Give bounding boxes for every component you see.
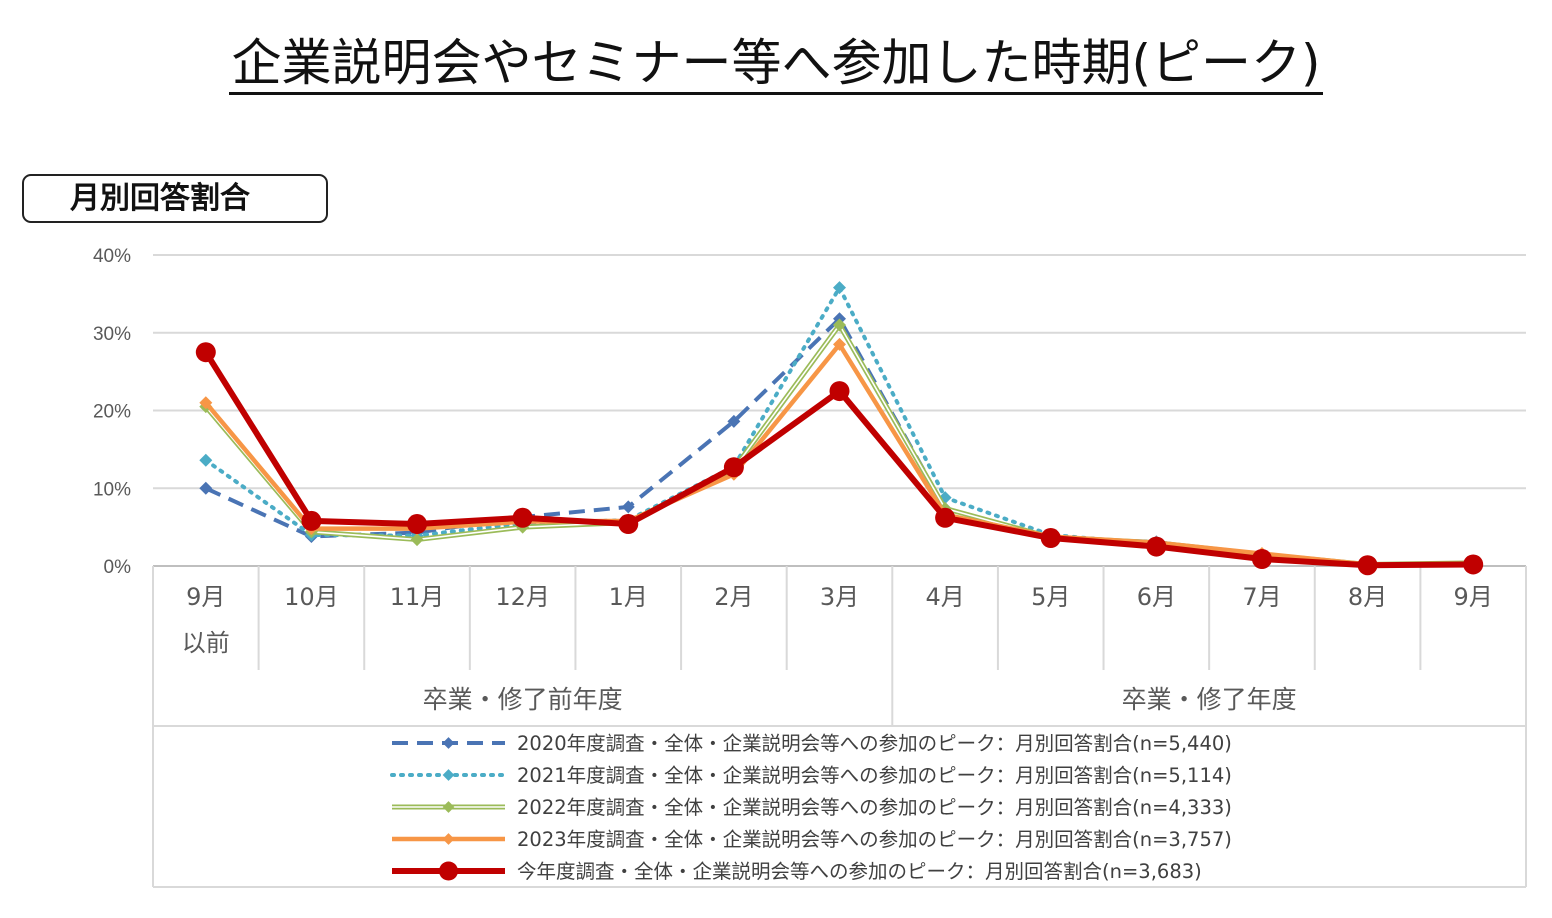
series (195, 342, 1484, 576)
y-tick-label: 20% (93, 402, 131, 423)
data-point (1251, 549, 1272, 570)
category-label: 2月 (714, 583, 753, 611)
chart-subtitle-badge: 月別回答割合 (22, 174, 328, 223)
data-point (1357, 555, 1378, 576)
legend-item: 2020年度調査・全体・企業説明会等への参加のピーク：月別回答割合(n=5,44… (392, 732, 1232, 755)
data-point (621, 500, 635, 514)
legend-item: 今年度調査・全体・企業説明会等への参加のピーク：月別回答割合(n=3,683) (392, 860, 1202, 883)
y-tick-label: 10% (93, 479, 131, 500)
data-point (195, 342, 216, 363)
category-label: 6月 (1137, 583, 1176, 611)
data-point (442, 737, 455, 749)
data-point (727, 414, 741, 428)
data-point (512, 507, 533, 528)
category-group-label: 卒業・修了前年度 (423, 685, 623, 714)
data-point (618, 514, 639, 535)
y-tick-label: 30% (93, 324, 131, 345)
legend-label: 2020年度調査・全体・企業説明会等への参加のピーク：月別回答割合(n=5,44… (517, 732, 1232, 755)
data-point (439, 861, 458, 881)
data-point (199, 481, 213, 495)
data-point (1463, 554, 1484, 575)
page-title: 企業説明会やセミナー等へ参加した時期(ピーク) (0, 28, 1552, 98)
category-label: 1月 (609, 583, 648, 611)
data-point (301, 510, 322, 531)
data-point (407, 514, 428, 535)
category-label: 9月 (1454, 583, 1493, 611)
data-point (833, 318, 846, 332)
category-label: 11月 (390, 583, 445, 611)
y-tick-label: 0% (104, 557, 132, 578)
category-label: 5月 (1031, 583, 1070, 611)
category-label: 4月 (925, 583, 964, 611)
category-group-label: 卒業・修了年度 (1122, 685, 1297, 714)
data-point (1146, 536, 1167, 557)
data-point (1040, 528, 1061, 549)
data-point (442, 769, 455, 781)
series (199, 318, 1480, 571)
category-label: 10月 (284, 583, 339, 611)
category-label: 8月 (1348, 583, 1387, 611)
data-point (833, 281, 846, 295)
data-point (935, 507, 956, 528)
data-point (410, 533, 424, 547)
y-tick-label: 40% (93, 246, 131, 267)
category-label: 以前 (182, 629, 230, 657)
data-point (199, 396, 213, 410)
legend-label: 2023年度調査・全体・企業説明会等への参加のピーク：月別回答割合(n=3,75… (517, 828, 1232, 851)
legend: 2020年度調査・全体・企業説明会等への参加のピーク：月別回答割合(n=5,44… (390, 732, 1232, 883)
series-lines (195, 281, 1484, 576)
category-label: 9月 (186, 583, 225, 611)
data-point (442, 801, 455, 813)
data-point (723, 457, 744, 478)
legend-item: 2023年度調査・全体・企業説明会等への参加のピーク：月別回答割合(n=3,75… (392, 828, 1232, 851)
legend-label: 今年度調査・全体・企業説明会等への参加のピーク：月別回答割合(n=3,683) (517, 860, 1202, 883)
legend-item: 2021年度調査・全体・企業説明会等への参加のピーク：月別回答割合(n=5,11… (390, 764, 1232, 787)
category-label: 7月 (1242, 583, 1281, 611)
data-point (442, 833, 455, 845)
y-axis-ticks: 0% 10% 20% 30% 40% (93, 246, 131, 578)
data-point (829, 381, 850, 402)
category-label: 3月 (820, 583, 859, 611)
legend-label: 2021年度調査・全体・企業説明会等への参加のピーク：月別回答割合(n=5,11… (517, 764, 1232, 787)
legend-label: 2022年度調査・全体・企業説明会等への参加のピーク：月別回答割合(n=4,33… (517, 796, 1232, 819)
category-label: 12月 (495, 583, 550, 611)
series (199, 312, 1480, 572)
gridlines (153, 254, 1526, 567)
data-point (833, 337, 846, 351)
legend-item: 2022年度調査・全体・企業説明会等への参加のピーク：月別回答割合(n=4,33… (392, 796, 1232, 819)
data-point (199, 453, 213, 467)
